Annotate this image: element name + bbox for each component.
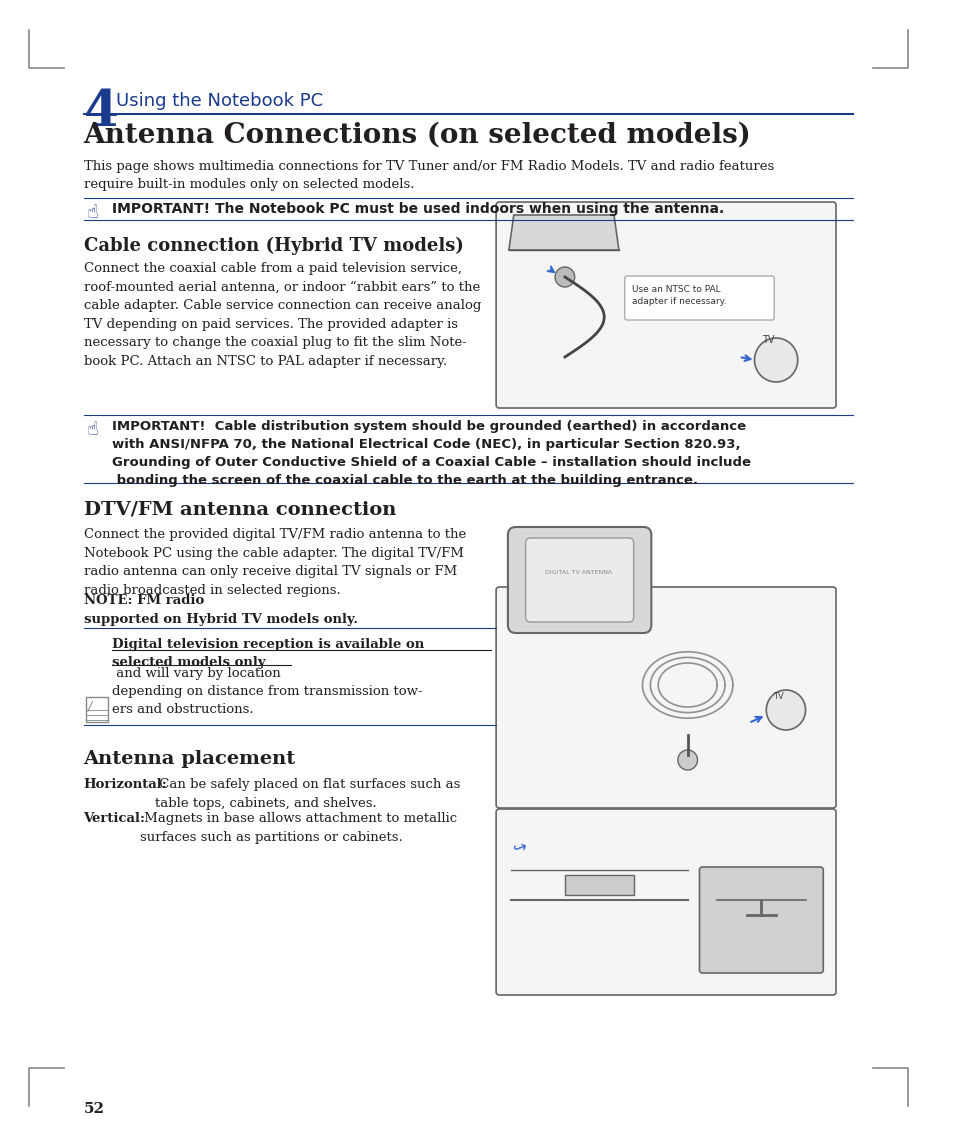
Polygon shape: [508, 215, 618, 250]
FancyBboxPatch shape: [87, 698, 108, 722]
Text: Vertical:: Vertical:: [84, 812, 146, 825]
Text: TV: TV: [772, 692, 783, 701]
Text: IMPORTANT! The Notebook PC must be used indoors when using the antenna.: IMPORTANT! The Notebook PC must be used …: [112, 202, 723, 216]
FancyBboxPatch shape: [507, 527, 651, 633]
Text: 4: 4: [84, 87, 118, 137]
Text: /: /: [89, 699, 92, 712]
Text: ☝: ☝: [87, 420, 98, 438]
Text: and will vary by location
depending on distance from transmission tow-
ers and o: and will vary by location depending on d…: [112, 667, 422, 716]
Text: TV: TV: [761, 335, 774, 345]
FancyBboxPatch shape: [496, 809, 835, 995]
Text: This page shows multimedia connections for TV Tuner and/or FM Radio Models. TV a: This page shows multimedia connections f…: [84, 160, 773, 191]
Text: Antenna Connections (on selected models): Antenna Connections (on selected models): [84, 122, 750, 149]
Text: ☝: ☝: [87, 203, 98, 222]
FancyBboxPatch shape: [699, 867, 822, 974]
Text: 52: 52: [84, 1102, 105, 1116]
Text: Using the Notebook PC: Using the Notebook PC: [116, 92, 323, 110]
Text: Antenna placement: Antenna placement: [84, 750, 295, 768]
Text: IMPORTANT!  Cable distribution system should be grounded (earthed) in accordance: IMPORTANT! Cable distribution system sho…: [112, 420, 750, 487]
Text: ↪: ↪: [510, 837, 530, 859]
FancyBboxPatch shape: [624, 276, 773, 320]
Text: Horizontal:: Horizontal:: [84, 778, 167, 791]
FancyBboxPatch shape: [525, 538, 633, 623]
Text: NOTE: FM radio
supported on Hybrid TV models only.: NOTE: FM radio supported on Hybrid TV mo…: [84, 594, 357, 626]
FancyBboxPatch shape: [496, 202, 835, 408]
Circle shape: [555, 267, 574, 287]
Circle shape: [678, 750, 697, 770]
Text: Can be safely placed on flat surfaces such as
table tops, cabinets, and shelves.: Can be safely placed on flat surfaces su…: [155, 778, 460, 810]
FancyBboxPatch shape: [496, 587, 835, 808]
Circle shape: [754, 339, 797, 382]
Text: Magnets in base allows attachment to metallic
surfaces such as partitions or cab: Magnets in base allows attachment to met…: [139, 812, 456, 844]
FancyBboxPatch shape: [564, 875, 633, 895]
Circle shape: [765, 690, 804, 730]
Text: Connect the coaxial cable from a paid television service,
roof-mounted aerial an: Connect the coaxial cable from a paid te…: [84, 262, 480, 368]
Text: Use an NTSC to PAL
adapter if necessary.: Use an NTSC to PAL adapter if necessary.: [631, 285, 725, 306]
Text: Digital television reception is available on
selected models only: Digital television reception is availabl…: [112, 638, 424, 669]
Text: DTV/FM antenna connection: DTV/FM antenna connection: [84, 500, 395, 518]
Text: Cable connection (Hybrid TV models): Cable connection (Hybrid TV models): [84, 237, 463, 256]
Text: DIGITAL TV ANTENNA: DIGITAL TV ANTENNA: [545, 570, 612, 575]
Text: Connect the provided digital TV/FM radio antenna to the
Notebook PC using the ca: Connect the provided digital TV/FM radio…: [84, 528, 465, 596]
